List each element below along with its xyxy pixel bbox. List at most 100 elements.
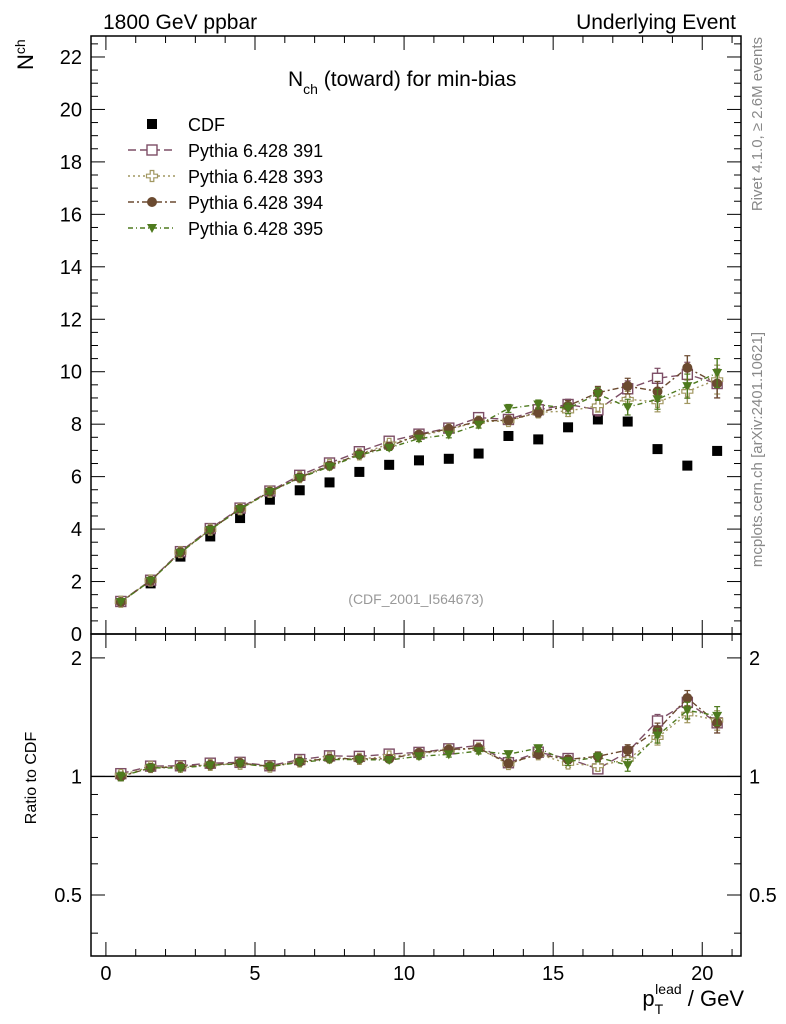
legend: CDF Pythia 6.428 391 Pythia 6.428 393 Pythi…: [128, 115, 323, 239]
legend-label-3: Pythia 6.428 394: [188, 193, 323, 213]
legend-entry-4: Pythia 6.428 395: [128, 219, 323, 239]
cdf-data-point: [533, 434, 544, 445]
cdf-data-point: [473, 448, 484, 459]
main-series-4-point: [354, 451, 365, 461]
y-tick-label: 10: [60, 362, 82, 384]
main-series-2-point: [591, 399, 604, 412]
legend-entry-2: Pythia 6.428 393: [128, 167, 323, 187]
ratio-y-tick-label: 2: [71, 648, 82, 670]
ratio-series-4-group: [115, 701, 723, 782]
main-series-4-point: [115, 598, 126, 608]
mcplots-label: mcplots.cern.ch [arXiv:2401.10621]: [749, 332, 766, 567]
y-tick-label: 20: [60, 99, 82, 121]
main-series-4-group: [115, 358, 723, 608]
ratio-series-3-point: [503, 758, 514, 769]
x-axis-label: pTlead / GeV: [642, 981, 744, 1017]
rivet-version-label: Rivet 4.1.0, ≥ 2.6M events: [749, 37, 766, 211]
cdf-data-point: [682, 460, 693, 471]
cdf-data-point: [294, 485, 305, 496]
ratio-series-4-point: [115, 772, 126, 782]
main-series-4-point: [235, 505, 246, 515]
cdf-data-point: [413, 455, 424, 466]
cdf-data-group: [115, 414, 723, 608]
ratio-series-4-point: [652, 731, 663, 741]
main-series-4-point: [294, 473, 305, 483]
x-tick-label: 15: [542, 963, 564, 985]
header-left: 1800 GeV ppbar: [103, 11, 257, 34]
legend-label-1: Pythia 6.428 391: [188, 141, 323, 161]
y-tick-label: 18: [60, 152, 82, 174]
main-series-4-point: [503, 404, 514, 414]
x-tick-label: 5: [249, 963, 260, 985]
ratio-series-2-point: [591, 759, 604, 773]
cdf-data-point: [503, 430, 514, 441]
main-series-4-point: [682, 382, 693, 392]
main-series-2-group: [114, 364, 724, 608]
y-axis-label: Nch: [12, 39, 38, 70]
main-y-ticks: 0 2 4 6 8 10 12 14 16 18 20 22: [60, 43, 741, 646]
main-series-4-point: [622, 403, 633, 413]
ratio-series-4-point: [592, 753, 603, 763]
y-tick-label: 0: [71, 624, 82, 646]
ratio-y-tick-label-right: 1: [749, 766, 760, 788]
ratio-series-4-point: [533, 744, 544, 754]
ratio-series-4-point: [354, 755, 365, 765]
y-tick-label: 16: [60, 204, 82, 226]
cdf-data-point: [354, 466, 365, 477]
cdf-data-point: [324, 477, 335, 488]
analysis-watermark: (CDF_2001_I564673): [348, 591, 483, 607]
ratio-series-4-point: [443, 750, 454, 760]
cdf-data-point: [205, 531, 216, 542]
legend-marker-1: [146, 144, 158, 156]
cdf-data-point: [592, 414, 603, 425]
ratio-series-layer: [91, 689, 741, 782]
ratio-series-4-point: [413, 752, 424, 762]
ratio-series-4-point: [294, 758, 305, 768]
y-tick-label: 2: [71, 572, 82, 594]
x-tick-label: 20: [691, 963, 713, 985]
main-series-4-point: [473, 420, 484, 430]
main-series-3-point: [533, 407, 544, 418]
title-rest: (toward) for min-bias: [318, 68, 516, 91]
legend-marker-3: [147, 197, 157, 207]
ratio-series-4-point: [264, 762, 275, 772]
ratio-y-tick-label-right: 2: [749, 648, 760, 670]
cdf-data-point: [235, 513, 246, 524]
main-series-4-point: [384, 443, 395, 453]
legend-entry-3: Pythia 6.428 394: [128, 193, 323, 213]
main-series-4-point: [533, 400, 544, 410]
main-series-4-point: [563, 404, 574, 414]
y-tick-label: 8: [71, 414, 82, 436]
x-label-sub: T: [655, 1001, 664, 1017]
ratio-series-3-point: [622, 745, 633, 756]
y-tick-label: 4: [71, 519, 82, 541]
ratio-series-4-point: [503, 750, 514, 760]
main-series-layer: [114, 355, 724, 608]
cdf-data-point: [563, 422, 574, 433]
ratio-y-tick-label: 0.5: [54, 885, 82, 907]
ratio-series-4-point: [563, 757, 574, 767]
title-n: N: [288, 68, 303, 91]
main-series-3-point: [503, 415, 514, 426]
legend-label-2: Pythia 6.428 393: [188, 167, 323, 187]
legend-entry-1: Pythia 6.428 391: [128, 141, 323, 161]
main-series-4-point: [264, 487, 275, 497]
y-tick-label: 12: [60, 309, 82, 331]
ratio-series-4-point: [205, 761, 216, 771]
main-series-4-point: [443, 430, 454, 440]
cdf-data-point: [712, 445, 723, 456]
ratio-x-ticks: 0 5 10 15 20: [100, 634, 733, 985]
legend-label-4: Pythia 6.428 395: [188, 219, 323, 239]
legend-marker-2: [145, 169, 159, 183]
cdf-data-point: [384, 459, 395, 470]
main-series-4-point: [205, 525, 216, 535]
x-tick-label: 10: [393, 963, 415, 985]
svg-text:Nch: Nch: [12, 39, 38, 70]
cdf-data-point: [622, 416, 633, 427]
main-series-4-point: [324, 462, 335, 472]
title-sub: ch: [303, 81, 318, 97]
ratio-y-tick-label-right: 0.5: [749, 885, 777, 907]
ratio-series-4-point: [384, 756, 395, 766]
main-series-4-point: [592, 390, 603, 400]
